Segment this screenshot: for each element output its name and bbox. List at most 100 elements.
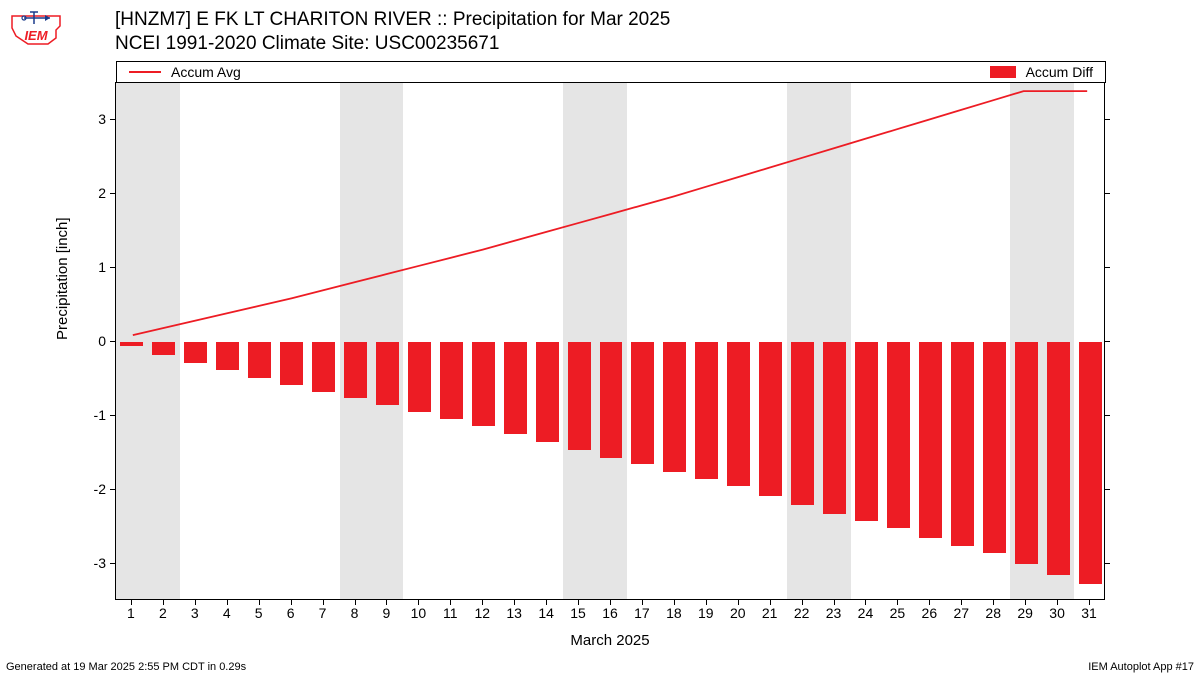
x-tick-label: 3 bbox=[191, 605, 199, 621]
x-tick-mark bbox=[482, 600, 483, 605]
x-tick-mark bbox=[706, 600, 707, 605]
x-tick-mark bbox=[386, 600, 387, 605]
accum-diff-bar bbox=[791, 342, 814, 505]
accum-diff-bar bbox=[1079, 342, 1102, 584]
x-tick-label: 27 bbox=[953, 605, 969, 621]
x-tick-label: 22 bbox=[794, 605, 810, 621]
accum-diff-bar bbox=[408, 342, 431, 412]
y-tick-mark bbox=[1105, 489, 1110, 490]
x-tick-mark bbox=[865, 600, 866, 605]
chart-title: [HNZM7] E FK LT CHARITON RIVER :: Precip… bbox=[115, 8, 670, 56]
legend-item-avg: Accum Avg bbox=[117, 64, 241, 80]
x-tick-label: 25 bbox=[890, 605, 906, 621]
accum-diff-bar bbox=[951, 342, 974, 546]
x-tick-label: 29 bbox=[1017, 605, 1033, 621]
x-tick-mark bbox=[163, 600, 164, 605]
x-tick-label: 14 bbox=[538, 605, 554, 621]
y-tick-mark bbox=[110, 489, 115, 490]
x-tick-mark bbox=[195, 600, 196, 605]
accum-diff-bar bbox=[855, 342, 878, 521]
plot-area: Accum Avg Accum Diff bbox=[115, 82, 1105, 600]
x-tick-label: 20 bbox=[730, 605, 746, 621]
x-tick-label: 18 bbox=[666, 605, 682, 621]
legend: Accum Avg Accum Diff bbox=[116, 61, 1106, 83]
y-tick-mark bbox=[1105, 415, 1110, 416]
accum-diff-bar bbox=[280, 342, 303, 385]
iem-logo: IEM bbox=[6, 6, 66, 51]
weekend-band bbox=[563, 83, 595, 599]
x-tick-mark bbox=[897, 600, 898, 605]
x-tick-mark bbox=[993, 600, 994, 605]
x-tick-mark bbox=[355, 600, 356, 605]
x-tick-label: 6 bbox=[287, 605, 295, 621]
y-tick-mark bbox=[110, 193, 115, 194]
x-tick-mark bbox=[578, 600, 579, 605]
x-axis-label: March 2025 bbox=[115, 632, 1105, 649]
y-tick-label: -1 bbox=[94, 407, 106, 423]
x-tick-label: 11 bbox=[443, 605, 458, 621]
accum-diff-bar bbox=[312, 342, 335, 392]
y-tick-mark bbox=[1105, 267, 1110, 268]
x-tick-label: 16 bbox=[602, 605, 618, 621]
x-tick-label: 1 bbox=[127, 605, 135, 621]
accum-diff-bar bbox=[1047, 342, 1070, 575]
x-tick-label: 31 bbox=[1081, 605, 1097, 621]
x-tick-label: 10 bbox=[411, 605, 427, 621]
x-tick-mark bbox=[291, 600, 292, 605]
footer-app-id: IEM Autoplot App #17 bbox=[1088, 661, 1194, 673]
x-tick-mark bbox=[802, 600, 803, 605]
x-tick-label: 30 bbox=[1049, 605, 1065, 621]
title-line-1: [HNZM7] E FK LT CHARITON RIVER :: Precip… bbox=[115, 8, 670, 32]
y-tick-mark bbox=[1105, 563, 1110, 564]
weekend-band bbox=[340, 83, 372, 599]
weekend-band bbox=[148, 83, 180, 599]
x-tick-label: 17 bbox=[634, 605, 650, 621]
x-tick-label: 15 bbox=[570, 605, 586, 621]
accum-diff-bar bbox=[472, 342, 495, 426]
x-tick-mark bbox=[770, 600, 771, 605]
accum-diff-bar bbox=[536, 342, 559, 442]
x-tick-label: 26 bbox=[922, 605, 938, 621]
title-line-2: NCEI 1991-2020 Climate Site: USC00235671 bbox=[115, 32, 670, 56]
x-tick-mark bbox=[514, 600, 515, 605]
y-tick-label: 2 bbox=[98, 185, 106, 201]
x-tick-mark bbox=[1089, 600, 1090, 605]
x-tick-label: 23 bbox=[826, 605, 842, 621]
x-tick-mark bbox=[131, 600, 132, 605]
y-tick-label: 1 bbox=[98, 259, 106, 275]
x-tick-mark bbox=[450, 600, 451, 605]
y-tick-mark bbox=[1105, 119, 1110, 120]
x-tick-label: 7 bbox=[319, 605, 327, 621]
accum-diff-bar bbox=[727, 342, 750, 486]
x-tick-mark bbox=[418, 600, 419, 605]
y-tick-mark bbox=[1105, 193, 1110, 194]
legend-bar-swatch bbox=[990, 66, 1016, 78]
x-tick-label: 8 bbox=[351, 605, 359, 621]
x-tick-mark bbox=[929, 600, 930, 605]
y-axis-label: Precipitation [inch] bbox=[54, 217, 71, 340]
x-tick-mark bbox=[323, 600, 324, 605]
x-tick-mark bbox=[674, 600, 675, 605]
svg-text:IEM: IEM bbox=[24, 28, 48, 43]
x-tick-label: 19 bbox=[698, 605, 714, 621]
accum-diff-bar bbox=[216, 342, 239, 370]
x-tick-label: 9 bbox=[383, 605, 391, 621]
y-tick-mark bbox=[110, 267, 115, 268]
accum-diff-bar bbox=[1015, 342, 1038, 564]
accum-diff-bar bbox=[120, 342, 143, 346]
x-tick-label: 13 bbox=[506, 605, 522, 621]
x-tick-mark bbox=[834, 600, 835, 605]
accum-diff-bar bbox=[600, 342, 623, 458]
legend-item-diff: Accum Diff bbox=[990, 64, 1105, 80]
x-tick-mark bbox=[610, 600, 611, 605]
x-tick-mark bbox=[1057, 600, 1058, 605]
x-tick-mark bbox=[546, 600, 547, 605]
weekend-band bbox=[787, 83, 819, 599]
weekend-band bbox=[116, 83, 148, 599]
accum-diff-bar bbox=[504, 342, 527, 434]
x-tick-label: 4 bbox=[223, 605, 231, 621]
accum-diff-bar bbox=[568, 342, 591, 450]
accum-diff-bar bbox=[344, 342, 367, 398]
x-tick-mark bbox=[227, 600, 228, 605]
legend-line-swatch bbox=[129, 71, 161, 73]
